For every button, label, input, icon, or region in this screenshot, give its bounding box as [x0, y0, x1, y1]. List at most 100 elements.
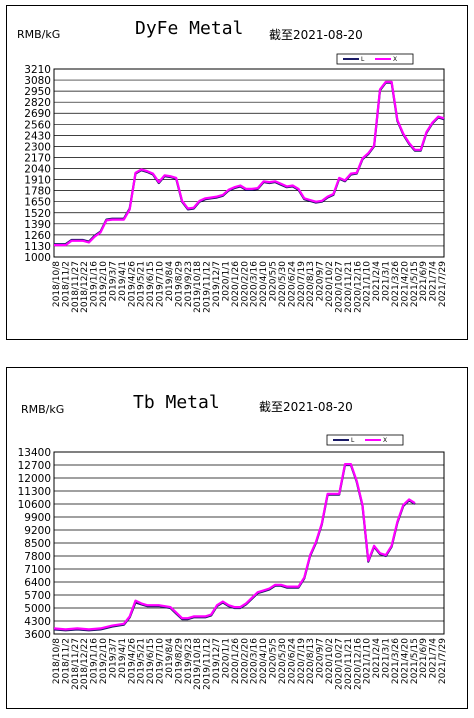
dyfe-x-tick-label: 2021/3/1	[382, 261, 392, 301]
tb-x-tick-label: 2021/7/4	[429, 638, 439, 679]
tb-y-tick-label: 11300	[18, 486, 51, 498]
tb-x-tick-label: 2020/8/13	[306, 638, 316, 684]
tb-x-tick-label: 2020/9/7	[316, 638, 326, 678]
tb-legend-label-x: X	[383, 437, 387, 444]
tb-x-tick-label: 2021/3/26	[391, 638, 401, 684]
dyfe-x-tick-label: 2019/2/10	[99, 261, 109, 307]
dyfe-x-tick-label: 2019/8/29	[174, 261, 184, 307]
dyfe-x-tick-label: 2020/7/19	[297, 261, 307, 307]
tb-y-tick-label: 3600	[24, 629, 51, 641]
dyfe-x-tick-label: 2019/4/1	[118, 261, 128, 301]
dyfe-as-of-date: 截至2021-08-20	[269, 28, 363, 42]
dyfe-y-tick-label: 1650	[24, 197, 51, 209]
dyfe-y-tick-label: 1260	[24, 230, 51, 242]
tb-y-tick-label: 7800	[24, 551, 51, 563]
dyfe-x-tick-label: 2020/8/13	[306, 261, 316, 307]
dyfe-x-tick-label: 2020/5/5	[269, 261, 279, 301]
tb-y-tick-label: 4300	[24, 616, 51, 628]
tb-x-tick-label: 2020/12/16	[353, 638, 363, 690]
dyfe-x-tick-label: 2021/7/4	[429, 261, 439, 302]
dyfe-y-tick-label: 2170	[24, 152, 51, 164]
dyfe-x-tick-label: 2019/10/18	[193, 261, 203, 313]
tb-x-tick-label: 2018/12/22	[80, 638, 90, 690]
tb-x-tick-label: 2019/4/26	[127, 638, 137, 684]
dyfe-x-tick-label: 2019/12/7	[212, 261, 222, 307]
dyfe-y-tick-label: 1130	[24, 241, 51, 253]
dyfe-line-chart: 3210308029502820269025602430230021702040…	[24, 53, 448, 313]
dyfe-x-tick-label: 2018/10/8	[52, 261, 62, 307]
dyfe-y-tick-label: 1780	[24, 186, 51, 198]
tb-x-tick-label: 2020/7/19	[297, 638, 307, 684]
tb-chart-panel: RMB/kG Tb Metal 截至2021-08-20 13400 12700 1…	[6, 367, 468, 709]
tb-x-tick-label: 2019/1/16	[90, 638, 100, 684]
dyfe-x-tick-label: 2020/10/27	[334, 261, 344, 313]
tb-y-tick-label: 7100	[24, 564, 51, 576]
dyfe-chart-title: DyFe Metal	[135, 18, 244, 39]
dyfe-x-tick-label: 2021/3/26	[391, 261, 401, 307]
tb-x-tick-label: 2021/4/20	[400, 638, 410, 684]
tb-y-tick-label: 10600	[18, 499, 51, 511]
dyfe-x-tick-label: 2020/1/1	[221, 261, 231, 301]
tb-x-tick-label: 2020/10/27	[334, 638, 344, 690]
dyfe-x-tick-label: 2019/6/15	[146, 261, 156, 307]
tb-as-of-date: 截至2021-08-20	[259, 400, 353, 414]
tb-chart-title: Tb Metal	[133, 392, 220, 413]
dyfe-y-tick-label: 2300	[24, 141, 51, 153]
tb-y-tick-label: 13400	[18, 447, 51, 459]
dyfe-x-tick-label: 2020/12/16	[353, 261, 363, 313]
dyfe-x-tick-label: 2020/10/2	[325, 261, 335, 307]
tb-x-tick-label: 2020/1/26	[231, 638, 241, 684]
dyfe-y-tick-label: 1520	[24, 208, 51, 220]
dyfe-x-tick-label: 2019/3/7	[108, 261, 118, 301]
dyfe-x-tick-label: 2019/9/23	[184, 261, 194, 307]
tb-x-tick-label: 2020/5/30	[278, 638, 288, 684]
tb-y-tick-label: 9900	[24, 512, 51, 524]
tb-x-tick-label: 2020/5/5	[269, 638, 279, 678]
dyfe-y-tick-label: 2950	[24, 86, 51, 98]
dyfe-x-tick-label: 2021/6/9	[419, 261, 429, 302]
tb-x-tick-label: 2020/4/10	[259, 638, 269, 684]
tb-y-tick-label: 8500	[24, 538, 51, 550]
tb-x-tick-label: 2021/6/9	[419, 638, 429, 679]
dyfe-x-tick-label: 2020/6/24	[287, 261, 297, 307]
dyfe-y-tick-label: 2690	[24, 108, 51, 120]
dyfe-x-tick-label: 2019/5/21	[137, 261, 147, 307]
tb-x-tick-label: 2019/8/29	[174, 638, 184, 684]
dyfe-x-tick-label: 2019/7/10	[156, 261, 166, 307]
dyfe-y-tick-label: 2560	[24, 119, 51, 131]
dyfe-legend-label-l: L	[361, 56, 365, 63]
dyfe-unit-label: RMB/kG	[17, 28, 61, 41]
dyfe-chart-panel: RMB/kG DyFe Metal 截至2021-08-20 3210 3080 2…	[6, 5, 468, 340]
tb-series-x-line	[53, 462, 416, 631]
tb-unit-label: RMB/kG	[21, 403, 65, 416]
dyfe-x-tick-label: 2021/4/20	[400, 261, 410, 307]
dyfe-x-tick-label: 2018/11/2	[61, 261, 71, 307]
tb-x-tick-label: 2020/11/21	[344, 638, 354, 690]
tb-y-tick-label: 12000	[18, 473, 51, 485]
tb-x-tick-label: 2018/10/8	[52, 638, 62, 684]
tb-x-tick-label: 2020/2/20	[240, 638, 250, 684]
tb-x-tick-label: 2019/11/12	[203, 638, 213, 690]
dyfe-x-tick-label: 2020/9/7	[316, 261, 326, 301]
tb-line-chart: 1340012700120001130010600990092008500780…	[18, 434, 448, 690]
tb-x-tick-label: 2021/3/1	[382, 638, 392, 678]
tb-x-tick-label: 2020/3/16	[250, 638, 260, 684]
tb-y-tick-label: 9200	[24, 525, 51, 537]
tb-x-tick-label: 2018/11/2	[61, 638, 71, 684]
dyfe-y-tick-label: 3080	[24, 75, 51, 87]
tb-x-tick-label: 2021/2/4	[372, 638, 382, 679]
dyfe-y-tick-label: 1000	[24, 252, 51, 264]
dyfe-series-x-line	[54, 80, 445, 247]
tb-x-tick-label: 2018/11/27	[71, 638, 81, 690]
tb-x-tick-label: 2019/2/10	[99, 638, 109, 684]
tb-x-tick-label: 2019/6/15	[146, 638, 156, 684]
dyfe-x-tick-label: 2021/1/10	[363, 261, 373, 307]
tb-x-tick-label: 2019/4/1	[118, 638, 128, 678]
tb-y-tick-label: 6400	[24, 577, 51, 589]
dyfe-x-tick-label: 2021/2/4	[372, 261, 382, 302]
dyfe-y-tick-label: 2040	[24, 164, 51, 176]
tb-y-tick-label: 12700	[18, 460, 51, 472]
dyfe-y-tick-label: 2430	[24, 130, 51, 142]
dyfe-x-tick-label: 2020/5/30	[278, 261, 288, 307]
tb-x-tick-label: 2019/3/7	[108, 638, 118, 678]
